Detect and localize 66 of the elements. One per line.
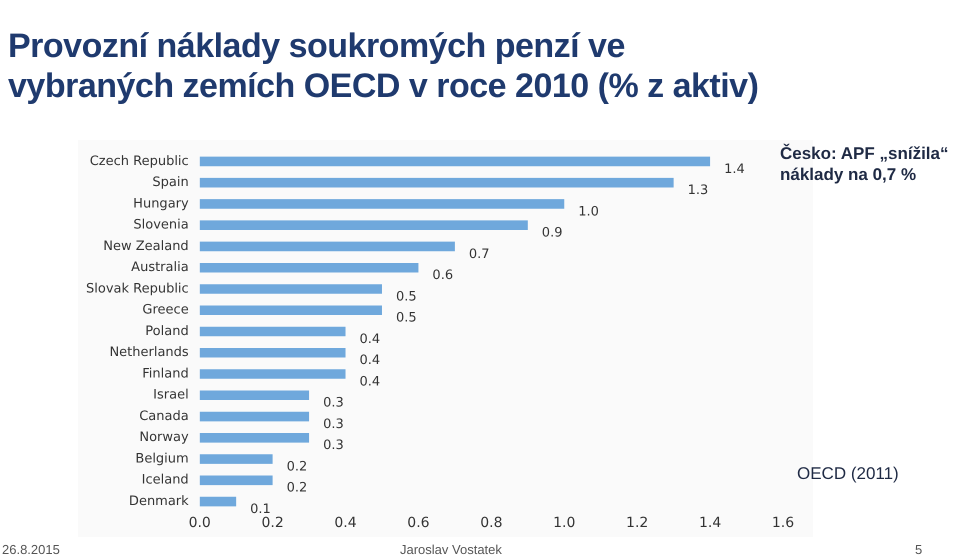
y-tick-label: Israel [153, 388, 189, 403]
bar [200, 433, 310, 443]
text: 26.8.2015 [2, 542, 60, 557]
y-tick-label: Slovenia [133, 218, 189, 233]
data-label: 0.2 [286, 480, 308, 496]
y-tick-label: Czech Republic [90, 154, 189, 169]
y-tick-label: Netherlands [109, 345, 189, 360]
bar [200, 156, 710, 166]
x-tick-label: 1.0 [553, 515, 576, 532]
data-label: 0.3 [323, 438, 344, 454]
data-label: 0.4 [360, 332, 380, 347]
data-label: 0.4 [360, 353, 380, 368]
y-tick-label: Finland [142, 366, 189, 382]
bar [200, 390, 310, 400]
data-label: 1.4 [724, 162, 745, 177]
x-tick-label: 0.4 [334, 515, 357, 532]
text: Jaroslav Vostatek [400, 542, 502, 557]
bar [200, 476, 273, 486]
data-label: 0.6 [432, 268, 454, 284]
bar [200, 454, 273, 464]
data-label: 0.1 [250, 502, 271, 517]
text: OECD (2011) [797, 464, 899, 484]
bar [200, 220, 528, 230]
bar [200, 199, 564, 209]
x-tick-label: 0.6 [407, 515, 430, 532]
data-label: 0.5 [396, 289, 417, 304]
y-tick-label: Slovak Republic [86, 281, 189, 296]
y-tick-label: Iceland [142, 472, 189, 488]
data-label: 0.3 [323, 416, 344, 432]
y-tick-label: New Zealand [103, 238, 189, 254]
y-tick-label: Greece [142, 302, 189, 318]
y-tick-label: Poland [145, 324, 189, 339]
y-tick-label: Belgium [135, 451, 189, 466]
x-tick-label: 1.2 [626, 515, 648, 532]
bar [200, 305, 382, 316]
bar [200, 284, 382, 294]
text: 5 [915, 542, 922, 557]
y-tick-label: Spain [152, 175, 189, 190]
x-tick-label: 1.6 [772, 515, 794, 532]
data-label: 1.0 [578, 204, 599, 220]
data-label: 0.7 [468, 246, 490, 262]
x-tick-label: 0.8 [480, 515, 502, 532]
y-tick-label: Canada [139, 408, 189, 424]
bar [200, 178, 674, 188]
y-tick-label: Australia [131, 260, 189, 276]
data-label: 0.3 [323, 396, 344, 411]
bar [200, 262, 418, 273]
chart-title: Provozní náklady soukromých penzí ve vybraných zemích OECD v roce 2010 (% z aktiv) [8, 26, 760, 106]
data-label: 0.4 [360, 374, 380, 390]
data-label: 0.5 [396, 310, 417, 326]
bar [200, 242, 455, 252]
x-tick-label: 0.2 [261, 515, 284, 532]
bar [200, 348, 346, 358]
bar [200, 326, 346, 336]
annotation: Česko: APF „snížila“ náklady na 0,7 % [780, 143, 950, 185]
bar [200, 369, 346, 379]
y-tick-label: Denmark [128, 494, 190, 509]
bar [200, 496, 236, 506]
data-label: 0.9 [542, 226, 562, 241]
bar [200, 412, 310, 422]
y-tick-label: Norway [139, 430, 189, 446]
y-tick-label: Hungary [133, 196, 189, 212]
x-tick-label: 1.4 [698, 515, 722, 532]
data-label: 1.3 [688, 183, 708, 198]
x-tick-label: 0.0 [188, 515, 211, 532]
data-label: 0.2 [286, 459, 308, 474]
